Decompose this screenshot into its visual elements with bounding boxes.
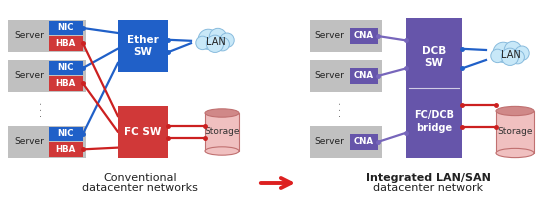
Bar xyxy=(310,126,382,158)
Bar xyxy=(48,21,83,35)
Text: DCB
SW: DCB SW xyxy=(422,46,446,68)
Text: Ether
SW: Ether SW xyxy=(127,35,159,57)
Text: Conventional: Conventional xyxy=(103,173,177,183)
Text: NIC: NIC xyxy=(57,64,74,72)
Bar xyxy=(8,126,86,158)
Ellipse shape xyxy=(496,148,534,158)
Bar xyxy=(48,142,83,157)
Bar xyxy=(310,20,382,52)
Text: NIC: NIC xyxy=(57,130,74,138)
Bar xyxy=(48,36,83,51)
Bar xyxy=(205,113,239,151)
Ellipse shape xyxy=(205,109,239,117)
Ellipse shape xyxy=(496,106,534,116)
Text: Server: Server xyxy=(14,31,44,40)
Text: NIC: NIC xyxy=(57,23,74,32)
Bar xyxy=(48,127,83,141)
Text: FC SW: FC SW xyxy=(124,127,162,137)
Text: CNA: CNA xyxy=(354,31,374,40)
Text: Server: Server xyxy=(315,72,344,80)
Bar xyxy=(118,20,168,72)
Text: CNA: CNA xyxy=(354,138,374,146)
Text: HBA: HBA xyxy=(56,79,76,88)
Text: Storage: Storage xyxy=(204,128,240,136)
Text: Storage: Storage xyxy=(497,128,533,136)
Text: . . .: . . . xyxy=(333,101,343,117)
Text: Integrated LAN/SAN: Integrated LAN/SAN xyxy=(366,173,491,183)
Text: LAN: LAN xyxy=(206,37,226,47)
Text: . . .: . . . xyxy=(34,101,44,117)
Text: Server: Server xyxy=(315,138,344,146)
Bar xyxy=(8,20,86,52)
Text: HBA: HBA xyxy=(56,145,76,154)
Text: datacenter networks: datacenter networks xyxy=(82,183,198,193)
Text: Server: Server xyxy=(14,72,44,80)
Text: HBA: HBA xyxy=(56,39,76,48)
Bar xyxy=(310,60,382,92)
Text: Server: Server xyxy=(315,31,344,40)
Bar xyxy=(118,106,168,158)
Bar xyxy=(406,18,462,158)
Text: Server: Server xyxy=(14,138,44,146)
Text: FC/DCB
bridge: FC/DCB bridge xyxy=(414,110,454,133)
Ellipse shape xyxy=(205,147,239,155)
Bar xyxy=(496,111,534,153)
Text: LAN: LAN xyxy=(502,50,521,60)
Bar xyxy=(350,134,378,150)
Text: datacenter network: datacenter network xyxy=(373,183,483,193)
Text: CNA: CNA xyxy=(354,72,374,80)
Bar xyxy=(48,76,83,91)
Bar xyxy=(48,61,83,75)
Bar xyxy=(350,28,378,44)
Bar xyxy=(350,68,378,84)
Bar xyxy=(8,60,86,92)
